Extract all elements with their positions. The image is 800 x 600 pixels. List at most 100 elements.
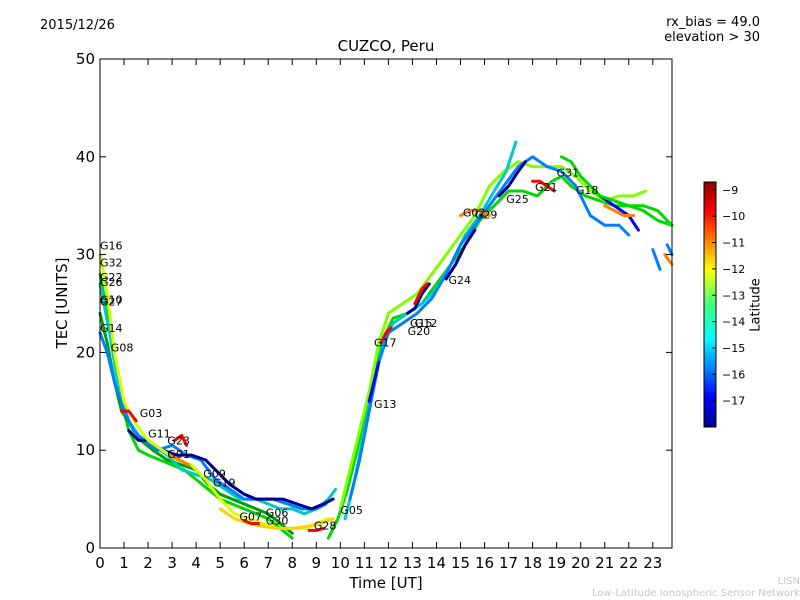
colorbar-ticks: −9 −10 −11 −12 −13 −14 −15 −16 −17 — [712, 184, 745, 408]
series-15 — [348, 155, 631, 501]
satellite-label-g26: G26 — [100, 276, 123, 289]
series-1 — [98, 311, 294, 535]
x-tick-label-3: 3 — [167, 554, 177, 572]
series-11 — [307, 526, 325, 532]
satellite-label-g10: G10 — [100, 294, 123, 307]
x-ticks: 0 1 2 3 4 5 6 7 8 9 10 11 12 13 14 15 16 17 18 19 20 21 22 23 — [95, 59, 662, 572]
chart-title: CUZCO, Peru — [337, 37, 435, 55]
x-tick-label-8: 8 — [287, 554, 297, 572]
satellite-label-g02: G02 — [463, 207, 486, 220]
satellite-label-g13: G13 — [374, 398, 397, 411]
credit-long: Low-Latitude Ionospheric Sensor Network — [592, 588, 800, 599]
series-6 — [218, 507, 335, 530]
y-tick-label-0: 0 — [85, 539, 95, 557]
satellite-label-g17: G17 — [374, 337, 397, 350]
series-26 — [559, 155, 674, 227]
x-tick-label-18: 18 — [523, 554, 542, 572]
y-tick-label-50: 50 — [76, 50, 95, 68]
satellite-label-g01: G01 — [167, 448, 190, 461]
series-24 — [531, 179, 556, 193]
satellite-label-g08: G08 — [111, 341, 134, 354]
series-16 — [367, 360, 381, 403]
x-tick-label-12: 12 — [379, 554, 398, 572]
colorbar — [703, 181, 717, 428]
series-7 — [120, 409, 138, 423]
satellite-label-g31: G31 — [557, 166, 580, 179]
x-tick-label-7: 7 — [263, 554, 273, 572]
satellite-label-g23: G23 — [167, 434, 190, 447]
x-tick-label-15: 15 — [451, 554, 470, 572]
x-tick-label-19: 19 — [547, 554, 566, 572]
satellite-label-g18: G18 — [576, 184, 599, 197]
y-tick-label-10: 10 — [76, 441, 95, 459]
colorbar-tick-label-10: −10 — [722, 210, 745, 223]
satellite-label-g12: G12 — [415, 317, 438, 330]
satellite-label-g30: G30 — [266, 515, 289, 528]
colorbar-tick-label-15: −15 — [722, 342, 745, 355]
x-tick-label-13: 13 — [403, 554, 422, 572]
y-tick-label-40: 40 — [76, 148, 95, 166]
series-14 — [343, 140, 518, 521]
plot-frame — [99, 58, 673, 549]
satellite-label-g16: G16 — [100, 240, 123, 253]
y-ticks: 0 10 20 30 40 50 — [76, 50, 672, 557]
satellite-label-g11: G11 — [148, 428, 171, 441]
colorbar-tick-label-14: −14 — [722, 316, 745, 329]
satellite-label-g25: G25 — [506, 193, 529, 206]
x-tick-label-9: 9 — [312, 554, 322, 572]
satellite-label-g29: G29 — [475, 208, 498, 221]
satellite-label-g21: G21 — [535, 181, 558, 194]
satellite-label-g07: G07 — [239, 511, 262, 524]
series-27 — [651, 248, 662, 271]
x-tick-label-11: 11 — [355, 554, 374, 572]
satellite-label-g27: G27 — [100, 296, 123, 309]
colorbar-tick-label-9: −9 — [722, 184, 738, 197]
credit-short: LISN — [777, 576, 800, 587]
series-10 — [242, 519, 261, 525]
series-28 — [663, 253, 674, 266]
x-tick-label-1: 1 — [119, 554, 129, 572]
series-13 — [338, 160, 648, 511]
x-tick-label-2: 2 — [143, 554, 153, 572]
satellite-label-g20: G20 — [408, 325, 431, 338]
series-9 — [168, 453, 191, 467]
elevation-label: elevation > 30 — [664, 30, 760, 45]
satellite-label-g03: G03 — [140, 407, 163, 420]
x-tick-label-4: 4 — [191, 554, 201, 572]
series-20 — [598, 194, 640, 232]
x-tick-label-16: 16 — [475, 554, 494, 572]
x-tick-label-0: 0 — [95, 554, 105, 572]
satellite-label-g14: G14 — [100, 322, 123, 335]
series-25 — [603, 204, 635, 217]
colorbar-tick-label-13: −13 — [722, 289, 745, 302]
series-19 — [497, 160, 527, 198]
x-tick-label-21: 21 — [595, 554, 614, 572]
date-label: 2015/12/26 — [40, 18, 115, 33]
series-22 — [413, 282, 429, 305]
x-tick-label-10: 10 — [331, 554, 350, 572]
x-tick-label-20: 20 — [571, 554, 590, 572]
x-tick-label-5: 5 — [215, 554, 225, 572]
satellite-label-g15: G15 — [410, 317, 433, 330]
x-tick-label-17: 17 — [499, 554, 518, 572]
series-29 — [665, 243, 674, 257]
satellite-label-g19: G19 — [213, 476, 236, 489]
x-tick-label-22: 22 — [619, 554, 638, 572]
rx-bias-label: rx_bias = 49.0 — [666, 15, 760, 30]
satellite-labels: G16G32G22G26G10G27G14G08G03G11G23G01G09G… — [100, 166, 598, 532]
x-tick-label-23: 23 — [643, 554, 662, 572]
satellite-label-g22: G22 — [100, 271, 123, 284]
series-8 — [173, 434, 188, 447]
x-tick-label-14: 14 — [427, 554, 446, 572]
series-18 — [444, 228, 477, 281]
x-axis-label: Time [UT] — [349, 574, 423, 592]
colorbar-tick-label-16: −16 — [722, 368, 745, 381]
series-21 — [379, 326, 393, 345]
x-tick-label-6: 6 — [239, 554, 249, 572]
y-tick-label-20: 20 — [76, 343, 95, 361]
satellite-label-g06: G06 — [266, 507, 289, 520]
series-17 — [406, 282, 431, 315]
satellite-label-g09: G09 — [203, 468, 226, 481]
colorbar-tick-label-12: −12 — [722, 263, 745, 276]
